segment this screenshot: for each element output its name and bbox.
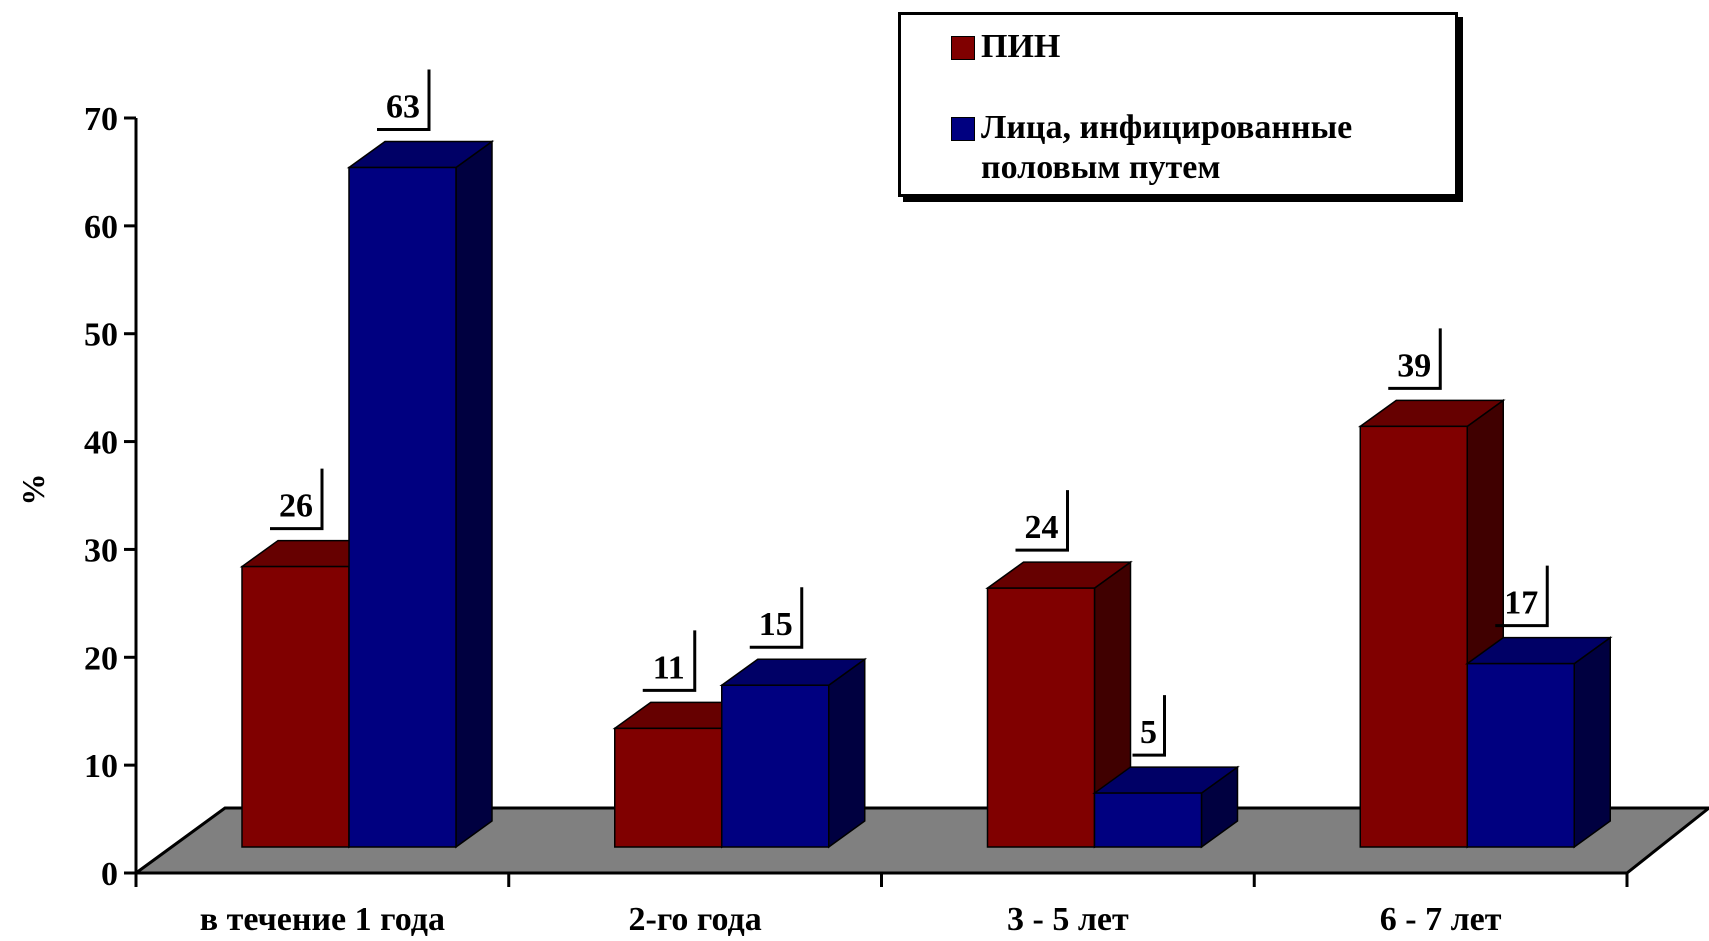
bar-front [614,727,723,848]
legend-label-pin: ПИН [981,28,1061,65]
data-label-bracket [1015,490,1069,552]
legend-item-pin: ПИН [951,27,1421,67]
y-tick-label-20: 20 [84,640,118,677]
bar-front [241,565,350,848]
data-label-text: 5 [1140,714,1157,751]
data-label-пин-3-5-лет: 24 [1015,490,1069,552]
data-label-пин-2-го-года: 11 [642,630,697,692]
bar-front [986,587,1096,848]
bar-лица-инфицированные-половым-путем-6-7-лет [1464,636,1613,849]
y-tick-label-0: 0 [101,856,118,893]
x-tick-label-в-течение-1-года: в течение 1 года [200,901,445,936]
y-tick-label-30: 30 [84,532,118,569]
bar-front [1466,662,1575,848]
y-tick-label-40: 40 [84,425,118,462]
legend-swatch-sexual [951,117,975,141]
data-label-text: 11 [653,649,685,686]
bar-front [1359,425,1468,848]
data-label-bracket [1495,565,1549,628]
bar-side [1573,636,1611,849]
legend-item-sexual: Лица, инфицированные половым путем [951,108,1421,188]
chart-legend: ПИН Лица, инфицированные половым путем [898,12,1458,197]
data-label-пин-в-течение-1-года: 26 [270,468,324,531]
data-label-text: 26 [279,488,313,525]
y-tick-label-50: 50 [84,317,118,354]
data-label-bracket [270,468,324,531]
data-label-bracket [1132,695,1166,757]
data-label-bracket [749,587,804,649]
legend-label-sexual: Лица, инфицированные половым путем [981,109,1353,186]
legend-swatch-pin [951,36,975,60]
bar-front [348,166,457,848]
y-tick-label-10: 10 [84,748,118,785]
data-label-text: 63 [386,89,420,126]
data-label-bracket [1388,328,1442,390]
data-label-лица-инфицированные-половым-путем-3-5-лет: 5 [1132,695,1166,757]
data-label-text: 24 [1025,509,1059,546]
bar-side [455,140,493,849]
bar-front [721,684,830,848]
bar-лица-инфицированные-половым-путем-в-течение-1-года [346,140,495,849]
x-tick-label-3-5-лет: 3 - 5 лет [1007,901,1129,936]
bar-front [1093,792,1203,848]
data-label-bracket [642,630,697,692]
bar-лица-инфицированные-половым-путем-3-5-лет [1092,765,1240,849]
y-tick-label-70: 70 [84,101,118,138]
data-label-text: 39 [1397,347,1431,384]
data-label-text: 17 [1504,585,1538,622]
data-label-лица-инфицированные-половым-путем-6-7-лет: 17 [1495,565,1549,628]
y-tick-label-60: 60 [84,209,118,246]
data-label-лица-инфицированные-половым-путем-в-течение-1-года: 63 [377,69,431,131]
data-label-bracket [377,69,431,131]
bar-side [828,657,866,849]
data-label-пин-6-7-лет: 39 [1388,328,1442,390]
x-tick-label-2-го-года: 2-го года [629,901,762,936]
y-axis-title: % [15,474,51,506]
data-label-text: 15 [759,606,793,643]
data-label-лица-инфицированные-половым-путем-2-го-года: 15 [749,587,804,649]
bar-лица-инфицированные-половым-путем-2-го-года [719,657,868,849]
x-tick-label-6-7-лет: 6 - 7 лет [1380,901,1502,936]
